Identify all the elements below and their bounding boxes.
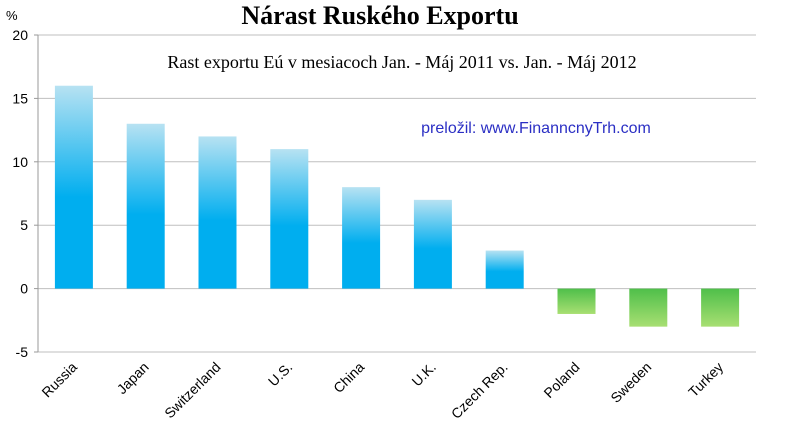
x-axis-ticks: Russia Japan Switzerland U.S. China U.K. Czech… bbox=[38, 359, 726, 422]
y-axis-unit-label: % bbox=[6, 8, 18, 23]
bar-u-s bbox=[270, 149, 309, 289]
y-axis-ticks: -5 0 5 10 15 20 bbox=[12, 27, 38, 360]
x-tick-label: Poland bbox=[540, 359, 582, 401]
x-tick-label: Czech Rep. bbox=[448, 359, 511, 422]
x-tick-label: China bbox=[330, 359, 367, 396]
x-tick-label: U.S. bbox=[265, 359, 296, 390]
x-tick-label: Turkey bbox=[685, 359, 726, 400]
x-tick-label: Switzerland bbox=[161, 359, 223, 421]
x-tick-label: Sweden bbox=[607, 359, 654, 406]
y-tick-label: 0 bbox=[20, 281, 28, 297]
chart-subtitle: Rast exportu Eú v mesiacoch Jan. - Máj 2… bbox=[167, 52, 636, 72]
bars bbox=[54, 85, 740, 327]
x-tick-label: Russia bbox=[38, 359, 80, 401]
bar-russia bbox=[54, 85, 93, 289]
bar-japan bbox=[126, 123, 165, 289]
chart-title: Nárast Ruského Exportu bbox=[241, 1, 518, 30]
y-tick-label: 15 bbox=[12, 90, 28, 106]
bar-china bbox=[342, 187, 381, 289]
bar-sweden bbox=[629, 288, 668, 327]
bar-poland bbox=[557, 288, 596, 314]
bar-czech-rep bbox=[485, 250, 524, 289]
y-tick-label: 5 bbox=[20, 217, 28, 233]
translation-credit: preložil: www.FinanncnyTrh.com bbox=[421, 120, 651, 137]
bar-switzerland bbox=[198, 136, 237, 289]
bar-u-k bbox=[413, 199, 452, 289]
y-tick-label: 10 bbox=[12, 154, 28, 170]
bar-turkey bbox=[701, 288, 740, 327]
x-tick-label: U.K. bbox=[408, 359, 439, 390]
y-tick-label: 20 bbox=[12, 27, 28, 43]
y-tick-label: -5 bbox=[16, 344, 29, 360]
x-tick-label: Japan bbox=[114, 359, 152, 397]
